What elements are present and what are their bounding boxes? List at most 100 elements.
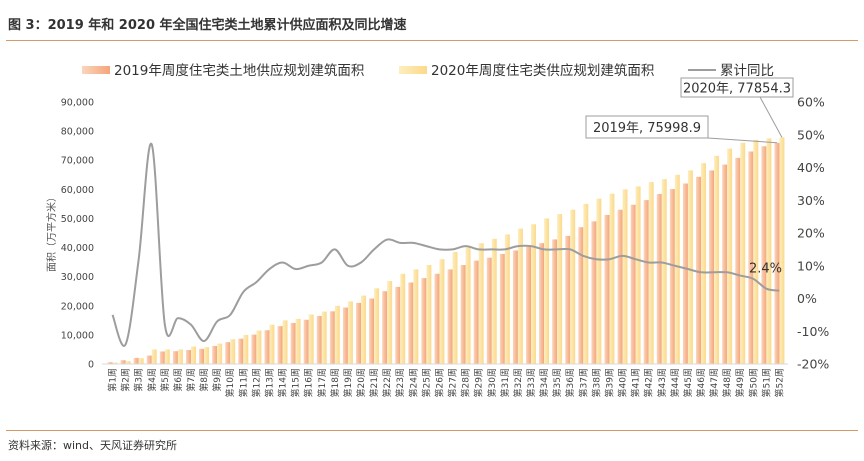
bar-2020 [374,288,380,364]
bar-2020 [191,346,196,364]
x-tick-label: 第38周 [590,368,602,397]
bar-2019 [329,311,335,364]
legend-label: 2019年周度住宅类土地供应规划建筑面积 [114,62,364,79]
bar-series-group [107,137,785,364]
x-tick-label: 第7周 [185,368,197,392]
page-title: 图 3：2019 年和 2020 年全国住宅类土地累计供应面积及同比增速 [8,18,407,33]
y-tick-label: 80,000 [61,127,94,138]
bar-2019 [578,227,584,364]
x-tick-label: 第13周 [263,368,275,397]
bar-2020 [596,198,602,364]
bar-2020 [465,247,471,364]
bar-2019 [408,282,414,364]
bar-2019 [709,170,715,364]
bar-2020 [400,273,406,364]
y2-tick-label: 30% [797,193,825,208]
bar-2020 [387,281,393,364]
x-tick-label: 第10周 [224,368,236,397]
bar-2019 [486,257,492,364]
x-tick-label: 第51周 [760,368,772,397]
bar-2019 [133,357,139,364]
bar-2020 [517,228,523,364]
bar-2019 [735,157,741,364]
bar-2020 [714,155,720,364]
y-tick-label: 40,000 [61,243,94,254]
x-tick-label: 第3周 [133,368,145,392]
bar-2019 [656,193,662,364]
y-tick-label: 30,000 [61,272,94,283]
legend-swatch [399,66,427,74]
bar-2020 [570,209,576,364]
bar-2020 [674,174,680,364]
bar-2019 [342,307,348,364]
bar-2019 [356,302,361,364]
x-tick-label: 第21周 [368,368,380,397]
x-tick-label: 第29周 [473,368,485,397]
bar-2020 [347,301,353,364]
bar-2020 [740,142,746,364]
x-tick-label: 第17周 [316,368,328,397]
line-cumulative-yoy [111,142,780,347]
y-tick-label: 50,000 [61,214,94,225]
bar-2020 [635,186,641,364]
bar-2019 [251,334,257,364]
bar-2020 [413,269,419,364]
bar-2019 [421,278,427,364]
chart-legend: 2019年周度住宅类土地供应规划建筑面积 2020年周度住宅类供应规划建筑面积 累计… [82,62,774,79]
x-tick-label: 第2周 [120,368,132,392]
x-tick-label: 第45周 [682,368,694,397]
bar-2019 [473,260,479,364]
x-tick-label: 第30周 [486,368,498,397]
bar-2020 [204,347,210,364]
annotation-box [680,77,794,98]
bar-2020 [661,179,667,364]
y-axis-ticks: 0 10,000 20,000 30,000 40,000 50,000 60,000 70,… [61,98,94,371]
x-tick-label: 第32周 [512,368,524,397]
y-tick-label: 0 [88,360,94,371]
x-tick-label: 第4周 [146,368,158,392]
x-tick-label: 第33周 [525,368,537,397]
bar-2019 [186,350,191,364]
x-tick-label: 第9周 [211,368,223,392]
annotation-leader [707,137,778,144]
x-tick-label: 第15周 [290,368,302,397]
bar-2019 [290,322,296,364]
y-axis-label: 面积（万平方米） [45,192,58,272]
x-tick-label: 第31周 [499,368,511,397]
bar-2019 [303,319,309,364]
x-tick-label: 第41周 [630,368,642,397]
x-axis-ticks: 第1周 第2周 第3周 第4周 第5周 第6周 第7周 第8周 第9周 第10周 第11周 第12周第… [107,368,786,397]
x-tick-label: 第40周 [617,368,629,397]
bar-2020 [648,182,654,364]
x-tick-label: 第49周 [734,368,746,397]
bar-2020 [243,334,249,364]
title-divider [6,40,858,41]
bar-2019 [499,253,505,364]
x-tick-label: 第52周 [773,368,785,397]
annotation-label-yoy: 2.4% [749,262,782,277]
bar-2019 [172,351,178,364]
bar-2019 [277,326,283,364]
bar-2019 [159,351,165,364]
x-tick-label: 第12周 [250,368,262,397]
bar-2019 [565,235,571,364]
bar-2020 [504,234,510,364]
x-tick-label: 第42周 [643,368,655,397]
bar-2019 [591,221,597,364]
bar-2020 [282,320,288,364]
x-tick-label: 第39周 [603,368,615,397]
bar-2019 [526,246,531,364]
bar-2020 [125,361,131,364]
bar-2019 [748,151,754,364]
y-tick-label: 20,000 [61,301,94,312]
y-tick-label: 10,000 [61,330,94,341]
y-tick-label: 90,000 [61,98,94,109]
y2-tick-label: 10% [797,258,825,273]
x-tick-label: 第25周 [420,368,432,397]
x-tick-label: 第48周 [721,368,733,397]
bar-2019 [316,315,322,364]
bar-2020 [583,203,589,364]
bar-2019 [460,265,466,364]
bar-2019 [539,243,545,364]
x-tick-label: 第26周 [433,368,445,397]
